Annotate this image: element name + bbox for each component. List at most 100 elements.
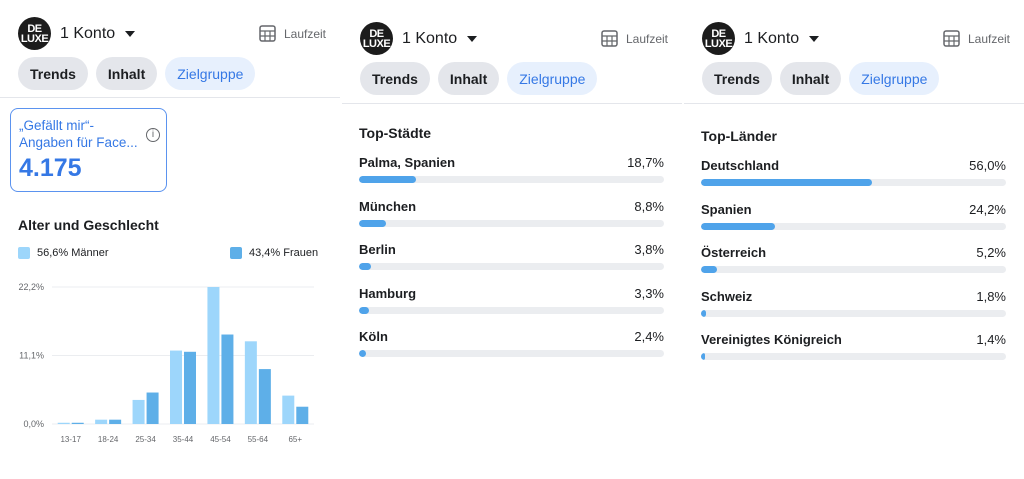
progress-fill: [359, 306, 370, 314]
divider: [684, 103, 1024, 104]
panel-top-cities: DE LUXE 1 Konto Laufzeit Trends Inhalt Zi…: [342, 0, 682, 479]
list-item: Hamburg 3,3%: [359, 286, 664, 314]
period-button[interactable]: Laufzeit: [601, 30, 668, 47]
y-tick-label: 22,2%: [18, 282, 44, 292]
item-percent: 56,0%: [969, 158, 1006, 173]
legend-swatch: [230, 247, 242, 259]
legend-label: 56,6% Männer: [37, 247, 109, 259]
period-label: Laufzeit: [967, 31, 1010, 46]
calendar-table-icon: [259, 25, 276, 42]
tab-bar: Trends Inhalt Zielgruppe: [702, 62, 940, 95]
logo-text: DE: [27, 22, 42, 35]
progress-fill: [701, 222, 775, 230]
list-item: Köln 2,4%: [359, 329, 664, 357]
chevron-down-icon[interactable]: [125, 30, 136, 37]
item-percent: 8,8%: [634, 198, 664, 214]
period-button[interactable]: Laufzeit: [259, 25, 326, 42]
progress-fill: [701, 179, 872, 186]
divider: [0, 97, 340, 98]
item-name: Berlin: [359, 242, 396, 257]
item-name: Schweiz: [701, 288, 753, 304]
x-tick-label: 65+: [288, 435, 302, 444]
tab-trends[interactable]: Trends: [702, 62, 772, 95]
bar-men: [207, 287, 220, 424]
x-tick-label: 13-17: [60, 435, 81, 444]
tab-zielgruppe[interactable]: Zielgruppe: [849, 62, 940, 95]
divider: [342, 103, 682, 104]
period-button[interactable]: Laufzeit: [943, 30, 1010, 47]
item-name: Österreich: [701, 245, 767, 260]
item-percent: 1,4%: [976, 332, 1006, 347]
likes-value: 4.175: [19, 154, 82, 182]
bar-women: [258, 369, 271, 424]
tab-inhalt[interactable]: Inhalt: [779, 62, 842, 95]
panel-top-countries: DE LUXE 1 Konto Laufzeit Trends Inhalt Zi…: [684, 0, 1024, 479]
list-item: Spanien 24,2%: [701, 202, 1006, 230]
header: DE LUXE 1 Konto Laufzeit: [360, 22, 668, 55]
list-item: Österreich 5,2%: [701, 245, 1006, 273]
info-icon[interactable]: i: [146, 128, 160, 142]
header: DE LUXE 1 Konto Laufzeit: [18, 17, 326, 50]
legend-men: 56,6% Männer: [18, 247, 109, 259]
item-percent: 24,2%: [969, 201, 1006, 217]
account-selector[interactable]: 1 Konto: [744, 29, 800, 47]
item-name: Deutschland: [701, 158, 780, 173]
item-name: Spanien: [701, 201, 752, 217]
bar-men: [282, 395, 295, 424]
y-tick-label: 0,0%: [23, 419, 44, 429]
bar-women: [221, 334, 234, 424]
item-percent: 2,4%: [634, 329, 664, 344]
progress-bar: [701, 222, 1006, 230]
item-percent: 1,8%: [976, 288, 1006, 304]
progress-bar: [701, 266, 1006, 273]
account-avatar[interactable]: DE LUXE: [702, 22, 735, 55]
account-avatar[interactable]: DE LUXE: [360, 22, 393, 55]
tab-zielgruppe[interactable]: Zielgruppe: [507, 62, 598, 95]
legend-label: 43,4% Frauen: [249, 247, 319, 259]
header: DE LUXE 1 Konto Laufzeit: [702, 22, 1010, 55]
tab-trends[interactable]: Trends: [18, 57, 88, 90]
tab-bar: Trends Inhalt Zielgruppe: [18, 57, 256, 90]
tab-inhalt[interactable]: Inhalt: [437, 62, 500, 95]
account-selector[interactable]: 1 Konto: [60, 24, 116, 42]
item-percent: 18,7%: [627, 155, 664, 170]
logo-text: DE: [711, 27, 726, 40]
calendar-table-icon: [943, 30, 960, 47]
age-gender-title: Alter und Geschlecht: [18, 217, 159, 233]
progress-fill: [701, 266, 717, 273]
progress-bar: [359, 176, 664, 183]
list-item: Schweiz 1,8%: [701, 289, 1006, 317]
y-tick-label: 11,1%: [19, 351, 44, 361]
bar-men: [244, 341, 257, 424]
list-item: Vereinigtes Königreich 1,4%: [701, 332, 1006, 360]
section-title: Top-Länder: [701, 128, 777, 144]
account-selector[interactable]: 1 Konto: [402, 29, 458, 47]
progress-fill: [701, 309, 707, 317]
x-tick-label: 25-34: [135, 435, 156, 444]
likes-card[interactable]: „Gefällt mir“-Angaben für Face... i 4.17…: [10, 108, 167, 192]
item-name: Vereinigtes Königreich: [701, 332, 842, 347]
progress-bar: [701, 179, 1006, 186]
progress-fill: [359, 263, 371, 270]
bar-women: [296, 406, 309, 424]
progress-bar: [701, 353, 1006, 360]
list-item: Berlin 3,8%: [359, 242, 664, 270]
bar-men: [95, 419, 108, 424]
period-label: Laufzeit: [283, 26, 326, 41]
section-title: Top-Städte: [359, 125, 432, 141]
item-name: Köln: [359, 329, 388, 344]
tab-zielgruppe[interactable]: Zielgruppe: [165, 57, 256, 90]
tab-bar: Trends Inhalt Zielgruppe: [360, 62, 598, 95]
legend-women: 43,4% Frauen: [230, 247, 318, 259]
chevron-down-icon[interactable]: [809, 35, 820, 42]
bar-men: [132, 399, 145, 424]
bar-women: [109, 419, 122, 424]
item-name: Palma, Spanien: [359, 155, 456, 170]
account-avatar[interactable]: DE LUXE: [18, 17, 51, 50]
legend-swatch: [18, 247, 30, 259]
progress-bar: [359, 350, 664, 357]
chevron-down-icon[interactable]: [467, 35, 478, 42]
progress-fill: [701, 353, 706, 360]
tab-inhalt[interactable]: Inhalt: [95, 57, 158, 90]
tab-trends[interactable]: Trends: [360, 62, 430, 95]
